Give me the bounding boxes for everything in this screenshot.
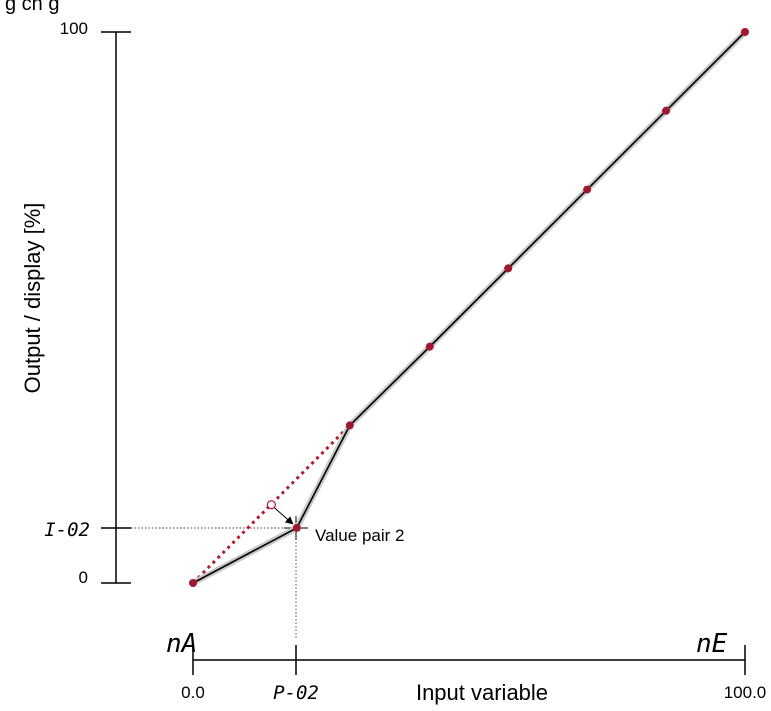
curve-point-4 — [425, 342, 434, 351]
curve-point-7 — [662, 106, 671, 115]
curve-point-8 — [741, 28, 749, 36]
curve-point-3 — [345, 421, 354, 430]
x-tick-label-end: 100.0 — [724, 683, 767, 702]
curve-point-6 — [583, 185, 592, 194]
y-axis-title: Output / display [%] — [20, 203, 45, 394]
x-seg-label-na: nA — [166, 629, 197, 659]
y-tick-label-0: 0 — [79, 568, 88, 587]
curve-point-5 — [504, 264, 513, 273]
header-text: g ch g — [5, 0, 59, 15]
y-tick-label-i02: I-02 — [44, 519, 90, 541]
linear-reference-point — [266, 500, 276, 510]
shift-arrow — [274, 507, 294, 525]
y-tick-label-100: 100 — [60, 19, 88, 38]
value-pair-annotation: Value pair 2 — [315, 526, 404, 545]
x-tick-label-start: 0.0 — [181, 683, 205, 702]
x-axis-title: Input variable — [416, 680, 548, 705]
linear-reference-line — [191, 424, 351, 585]
curve-line — [192, 31, 746, 584]
x-seg-label-ne: nE — [696, 629, 728, 659]
curve-point-1 — [189, 579, 197, 587]
curve-point-2 — [292, 523, 301, 532]
characteristic-curve — [189, 28, 749, 587]
x-tick-label-p02: P-02 — [273, 682, 319, 704]
